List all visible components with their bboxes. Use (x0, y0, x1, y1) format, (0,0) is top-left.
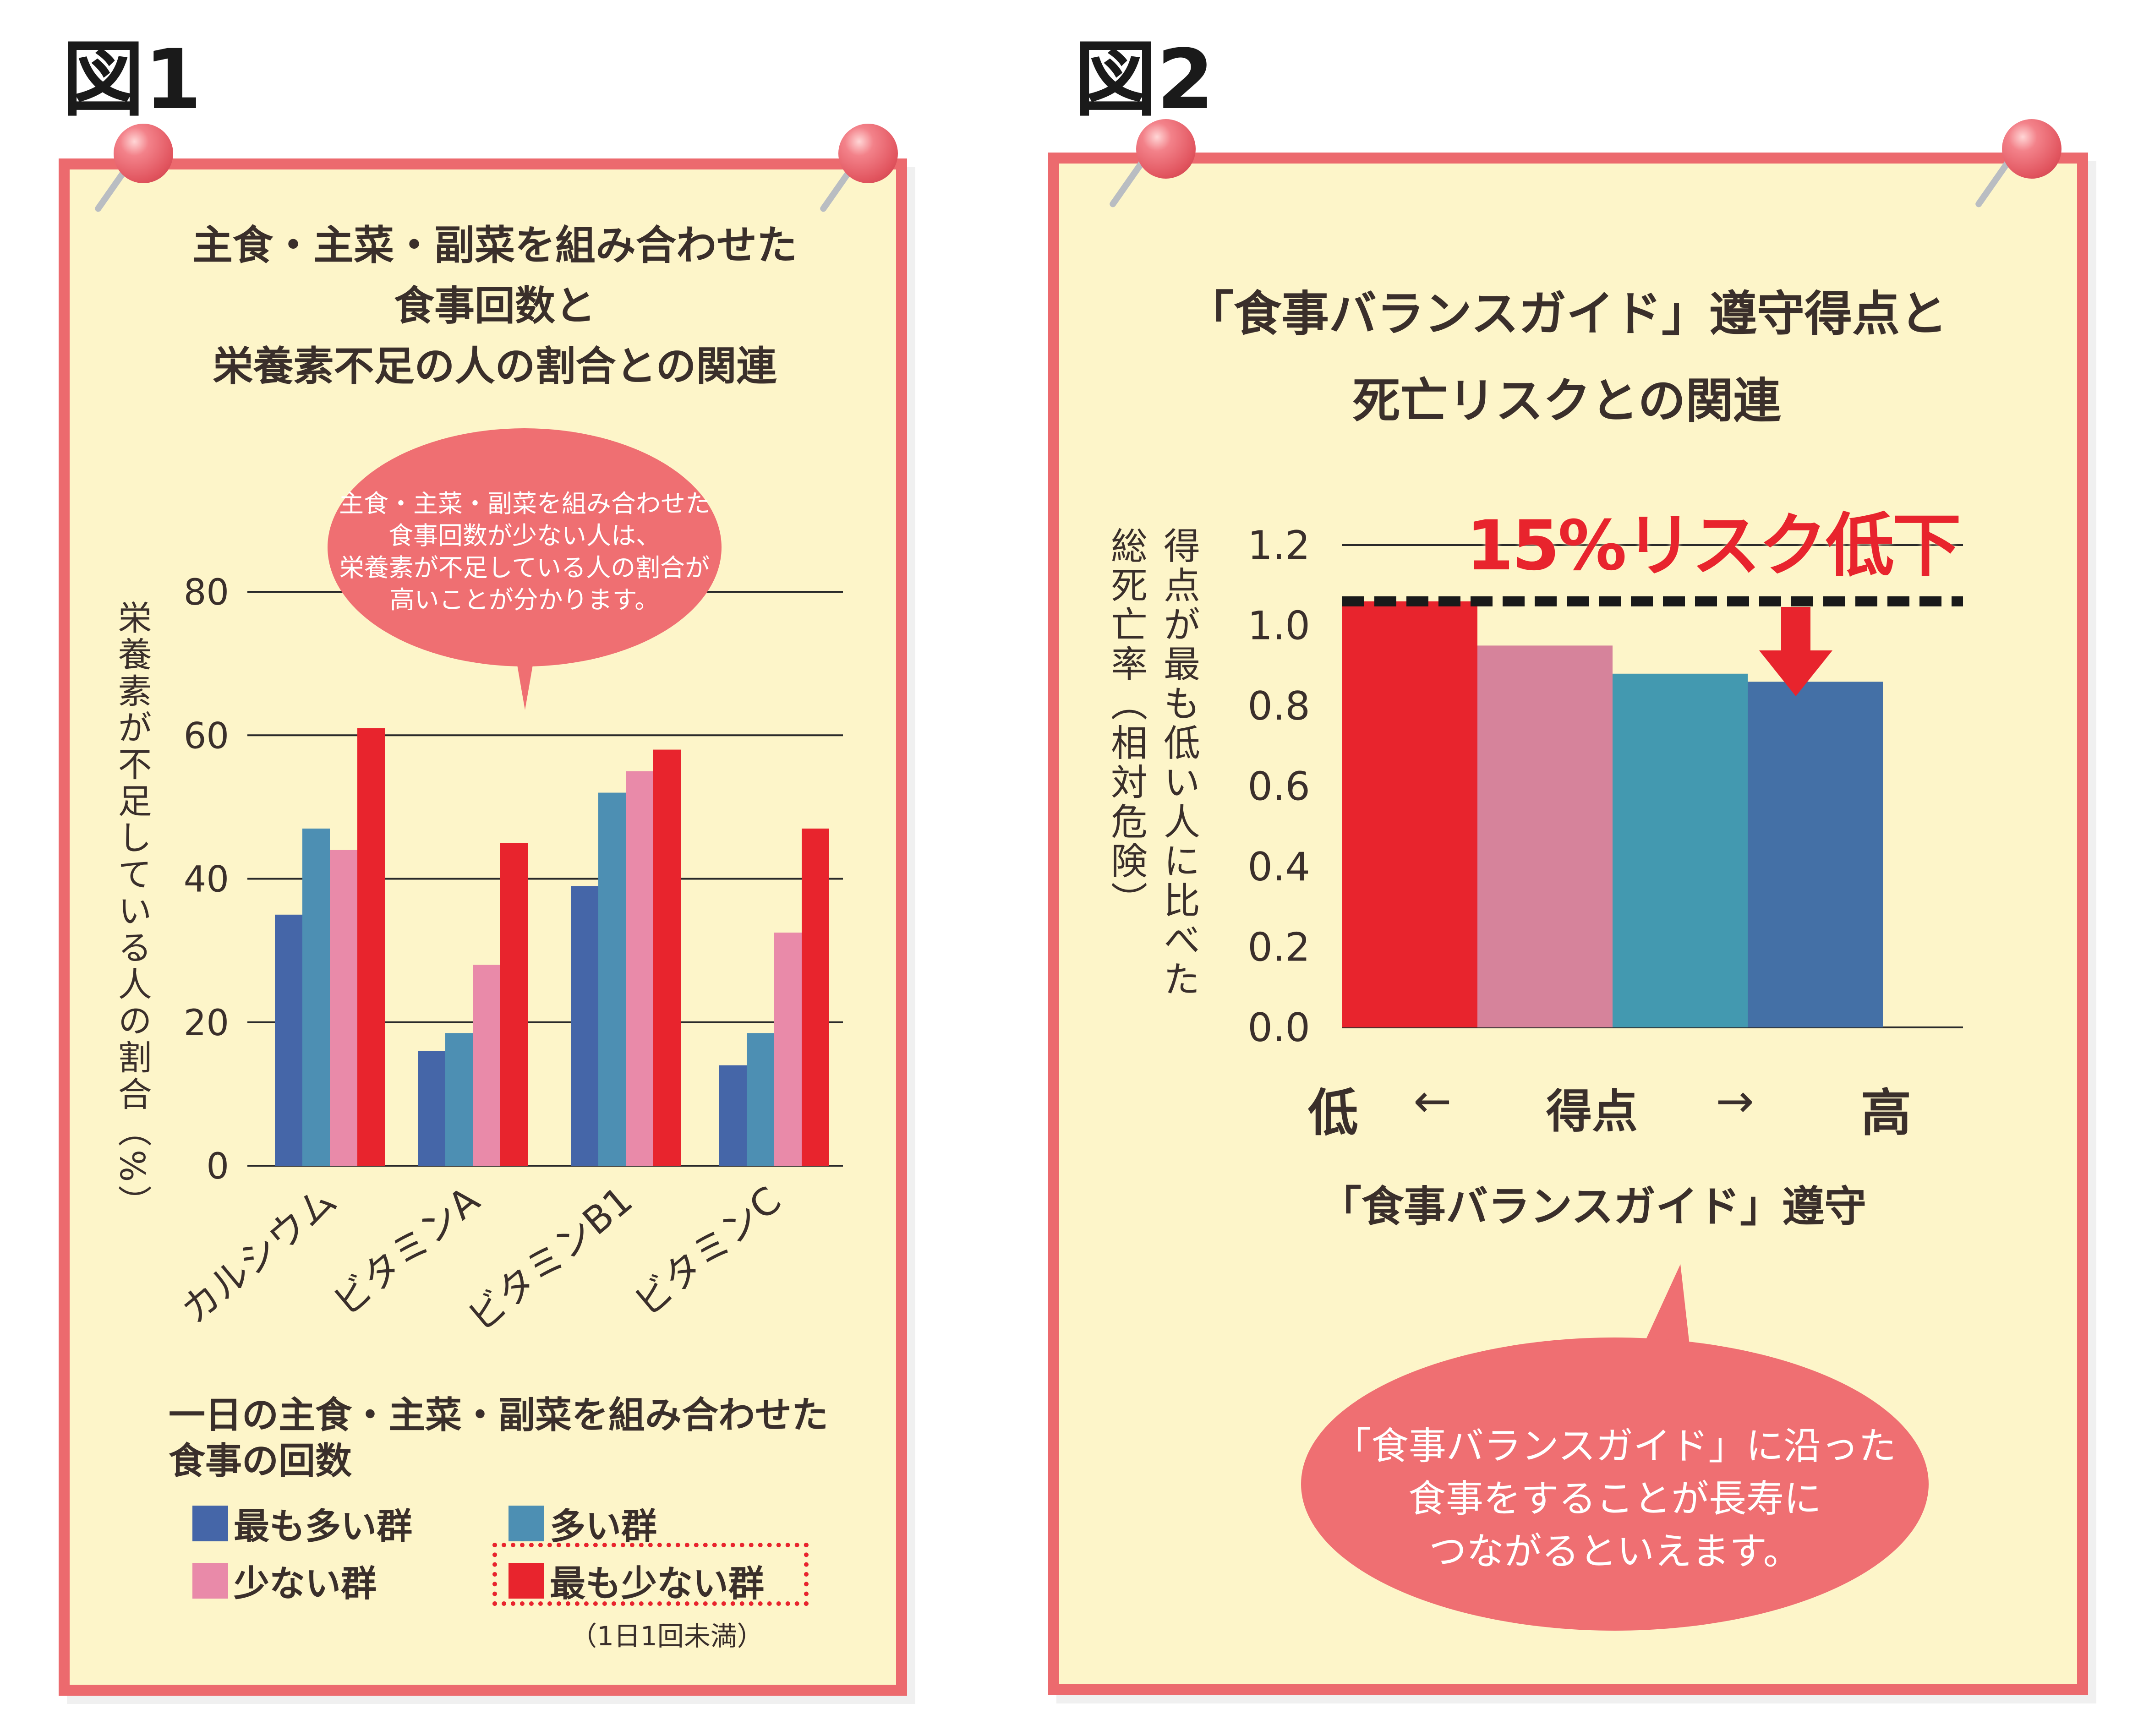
legend-title-line: 一日の主食・主菜・副菜を組み合わせた (169, 1394, 828, 1436)
bubble-line: 「食事バランスガイド」に沿った (1333, 1425, 1897, 1468)
info-bubble: 主食・主菜・副菜を組み合わせた 食事回数が少ない人は、 栄養素が不足している人の… (328, 428, 722, 666)
down-arrow-icon (1759, 607, 1832, 696)
figure1-label: 図1 (62, 32, 202, 128)
title-line: 「食事バランスガイド」遵守得点と (1186, 286, 1947, 342)
legend-title: 一日の主食・主菜・副菜を組み合わせた 食事の回数 (169, 1392, 828, 1484)
bar (1477, 645, 1613, 1027)
bar (445, 1033, 473, 1166)
title-line: 食事回数と (394, 282, 596, 329)
title-line: 栄養素不足の人の割合との関連 (213, 343, 777, 390)
y-tick-label: 80 (184, 572, 229, 613)
y-tick-label: 0.4 (1247, 844, 1310, 890)
legend-item-most: 最も多い群 (192, 1498, 412, 1549)
bubble-line: 食事をすることが長寿に (1408, 1477, 1821, 1521)
bar (802, 828, 829, 1166)
bar (1748, 682, 1883, 1027)
x-axis-right-arrow: → (1716, 1074, 1754, 1128)
legend-label: 少ない群 (234, 1563, 377, 1605)
bar (473, 965, 500, 1166)
legend-label: 最も少ない群 (550, 1563, 765, 1605)
risk-annotation: 15%リスク低下 (1466, 506, 1961, 586)
y-tick-label: 0 (206, 1146, 229, 1187)
legend-swatch (192, 1563, 228, 1599)
bar (719, 1065, 747, 1166)
highlight-box (492, 1543, 809, 1606)
pin-icon (2002, 119, 2062, 179)
figure1-card (59, 158, 907, 1696)
legend-item-many: 多い群 (509, 1498, 657, 1549)
y-axis-label-line2: 総死亡率（相対危険） (1105, 527, 1148, 921)
bar (1613, 673, 1748, 1027)
figure2-title: 「食事バランスガイド」遵守得点と 死亡リスクとの関連 (1099, 270, 2034, 444)
y-tick-label: 0.2 (1247, 925, 1310, 971)
y-tick-label: 20 (184, 1003, 229, 1044)
y-tick-label: 0.0 (1247, 1005, 1310, 1051)
legend-note: （1日1回未満） (570, 1621, 764, 1652)
bar (302, 828, 330, 1166)
bar (1342, 601, 1477, 1027)
x-axis-score-label: 得点 (1546, 1085, 1638, 1138)
x-axis-low-label: 低 (1308, 1084, 1358, 1142)
title-line: 死亡リスクとの関連 (1352, 373, 1781, 429)
bar (747, 1033, 774, 1166)
bar (653, 749, 681, 1166)
figure1-title: 主食・主菜・副菜を組み合わせた 食事回数と 栄養素不足の人の割合との関連 (137, 215, 852, 397)
y-tick-label: 40 (184, 859, 229, 901)
figure2-label: 図2 (1074, 32, 1214, 128)
legend-title-line: 食事の回数 (169, 1440, 352, 1482)
bar (626, 771, 653, 1166)
bubble-line: 主食・主菜・副菜を組み合わせた (339, 489, 710, 518)
bubble-line: つながるといえます。 (1429, 1530, 1801, 1573)
x-axis-title: 「食事バランスガイド」遵守 (1319, 1182, 1867, 1231)
x-axis-left-arrow: ← (1413, 1074, 1452, 1128)
bar (275, 914, 302, 1166)
bar (357, 728, 385, 1166)
legend-swatch (509, 1506, 544, 1541)
bubble-line: 高いことが分かります。 (389, 585, 660, 614)
pin-icon (838, 124, 898, 183)
y-tick-label: 1.2 (1247, 523, 1310, 568)
y-tick-label: 60 (184, 715, 229, 757)
pin-icon (1136, 119, 1196, 179)
bar (774, 932, 802, 1166)
bar (571, 886, 598, 1166)
y-tick-label: 1.0 (1247, 603, 1310, 649)
legend-label: 多い群 (550, 1506, 657, 1547)
legend-swatch (509, 1563, 544, 1599)
legend-swatch (192, 1506, 228, 1541)
bar (418, 1051, 445, 1166)
bar (330, 850, 357, 1166)
y-axis-label-line1: 得点が最も低い人に比べた (1158, 527, 1200, 999)
legend-label: 最も多い群 (234, 1506, 413, 1547)
title-line: 主食・主菜・副菜を組み合わせた (192, 222, 797, 269)
y-axis-label: 栄養素が不足している人の割合（%） (112, 600, 152, 1222)
bar (500, 843, 528, 1166)
info-bubble: 「食事バランスガイド」に沿った 食事をすることが長寿に つながるといえます。 (1301, 1337, 1929, 1631)
pin-icon (114, 124, 173, 183)
y-tick-label: 0.8 (1247, 683, 1310, 729)
legend-item-fewest: 最も少ない群 (509, 1555, 764, 1606)
y-tick-label: 0.6 (1247, 764, 1310, 810)
bar (598, 792, 626, 1166)
legend-item-few: 少ない群 (192, 1555, 377, 1606)
bubble-line: 栄養素が不足している人の割合が (339, 553, 710, 582)
bubble-line: 食事回数が少ない人は、 (388, 521, 661, 550)
x-axis-high-label: 高 (1861, 1084, 1911, 1142)
